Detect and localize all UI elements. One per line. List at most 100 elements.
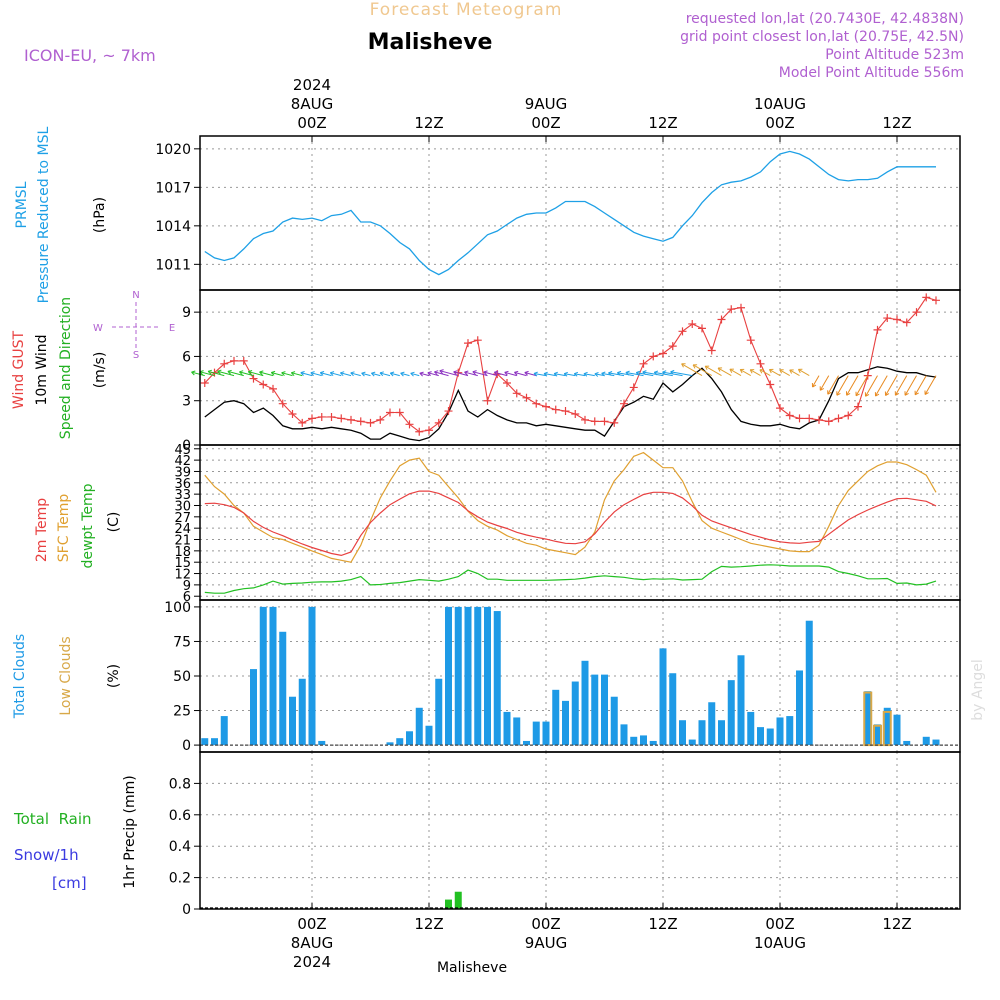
t2m-label: 2m Temp [34,498,50,562]
wind-arrow-head [319,371,325,376]
cloud-bar [747,711,755,746]
cloud-bar [581,660,589,746]
y-tick-label: 39 [174,465,191,480]
wind-arrow [717,367,732,377]
wind-arrow-head [300,371,305,376]
wind-arrow-head [371,371,376,377]
y-tick-label: 0 [182,438,191,454]
cloud-bar [259,606,267,746]
cloud-bar [737,655,745,746]
gust-marker [912,308,921,317]
cloud-bar [406,731,413,746]
cloud-bar [796,670,803,746]
wind-arrow-head [239,370,244,376]
gust-marker [922,293,931,302]
rain-bar [454,891,462,909]
cloud-bar [386,742,394,746]
wind-arrow-head [553,371,558,377]
y-tick-label: 45 [174,443,191,458]
cloud-bar [932,739,940,746]
temp-unit: (C) [106,512,122,533]
gust-marker [571,410,580,418]
wind-arrow [371,372,381,377]
time-label-bottom: 12Z [648,915,677,933]
wind-arrow [642,371,664,377]
time-label-top: 12Z [882,114,911,132]
y-tick-label: 25 [173,704,191,720]
wind-arrow-head [270,370,276,376]
gust-marker [356,417,365,426]
gust-marker [854,402,862,411]
location-title: Malisheve [368,30,493,55]
cloud-bar [552,689,560,746]
panel-frame [199,444,961,601]
y-tick-label: 100 [164,600,191,616]
wind-arrow-head [692,364,698,369]
wind-arrow [464,371,478,377]
y-tick-label: 33 [174,488,191,503]
data-layer [191,150,960,909]
y-tick-label: 36 [174,477,191,492]
wind-arrow-head [836,391,841,396]
compass-s: S [133,350,139,361]
time-label-top: 00Z [297,114,326,132]
wind-arrow-head [884,391,890,396]
gust-marker [795,414,804,423]
y-tick-label: 27 [174,511,191,526]
cloud-bar [922,736,930,746]
cloud-bar [396,738,404,746]
gust-marker [512,389,521,398]
wind-arrow [340,372,352,377]
grid-point-coords: grid point closest lon,lat (20.75E, 42.5… [680,29,964,45]
snow-unit-label: [cm] [52,874,87,892]
cloud-bar [493,611,501,746]
wind-arrow-head [573,371,579,377]
wind-arrow [654,371,673,377]
wind-arrow [291,372,303,377]
rain-bar [445,899,452,909]
y-tick-label: 18 [174,545,191,560]
gust-marker [737,303,745,312]
y-tick-label: 50 [173,669,191,685]
wind-arrow-head [874,392,880,397]
wind-arrow-head [779,369,784,374]
wind-arrow-head [601,371,606,377]
gust-marker [434,418,443,427]
gust-marker [581,415,589,424]
y-tick-label: 1020 [155,142,191,158]
cloud-bar [562,700,569,746]
y-tick-label: 15 [174,556,191,571]
wind-arrow [798,368,810,377]
time-label-top: 8AUG [291,95,333,113]
cloud-bar [776,717,784,746]
cloud-bar [298,678,306,746]
wind-arrow-head [653,370,659,376]
wind-arrow [439,370,459,377]
y-tick-label: 0 [182,738,191,754]
gust-marker [883,314,892,323]
gust-marker [766,380,775,389]
wind-arrow-head [361,371,366,377]
wind-unit: (m/s) [92,352,108,389]
gust-marker [610,418,619,427]
wind-arrow [608,372,625,377]
wind-arrow-head [846,391,851,396]
gust-line [204,296,937,433]
wind-arrow-head [524,370,529,376]
gust-marker [317,412,326,421]
gust-marker [727,305,736,314]
wind-arrow [759,369,771,377]
wind-arrow [789,369,800,377]
gust-marker [834,414,843,423]
gust-marker [327,412,336,421]
wind-arrow-head [855,391,860,397]
wind-arrow [504,371,517,377]
wind-arrow-head [642,370,647,375]
cloud-bar [318,740,326,746]
wind-arrow [601,372,615,377]
wind-arrow [914,375,927,396]
wind-arrow [846,375,859,396]
wind-arrow [427,372,439,377]
gust-marker [649,352,658,361]
wind-arrow [400,372,410,377]
